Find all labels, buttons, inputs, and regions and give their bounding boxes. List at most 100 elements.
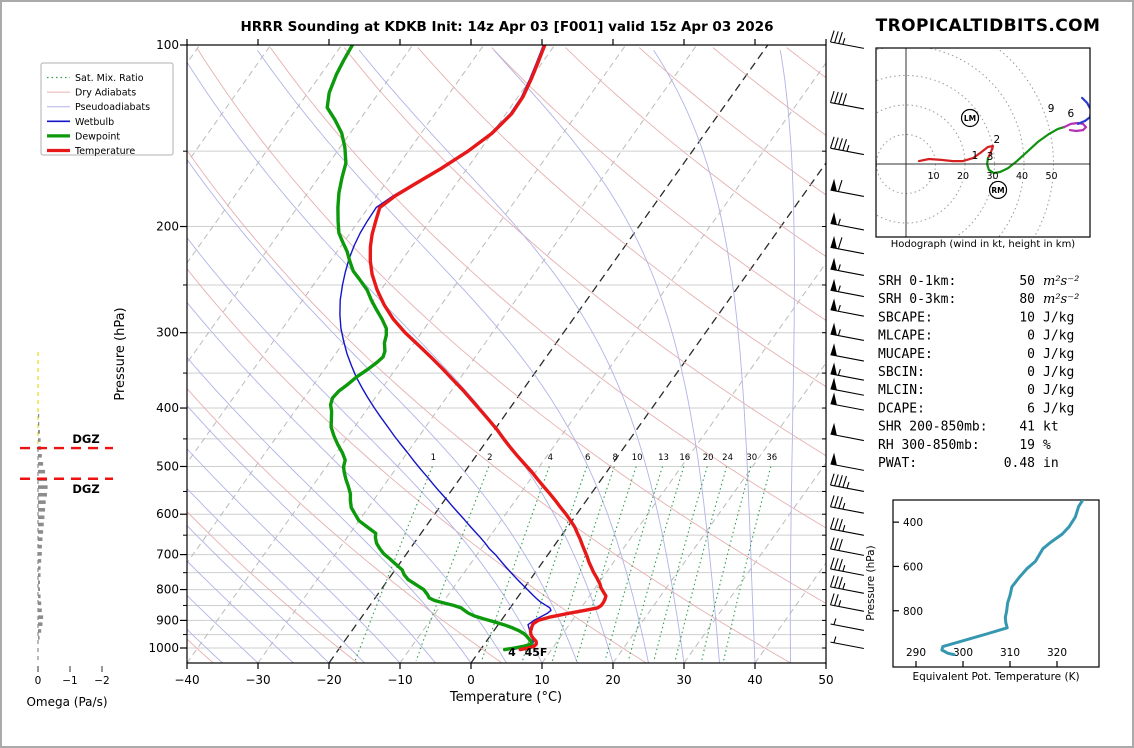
barb-full — [838, 92, 843, 105]
skewt-frame — [186, 44, 827, 664]
hodograph-trace-9-12km — [1076, 96, 1090, 126]
wetbulb-curve — [339, 45, 552, 651]
barb-full — [834, 474, 839, 487]
barb-full — [838, 475, 843, 487]
stat-unit: J/kg — [1043, 365, 1074, 380]
hodo-ring-label: 10 — [927, 171, 939, 182]
barb-full — [834, 538, 839, 550]
barb-pennant — [830, 362, 837, 376]
omega-bar — [38, 422, 40, 426]
barb-pennant — [830, 257, 837, 271]
dry-adiabat-line — [187, 387, 503, 663]
omega-bar — [38, 492, 47, 497]
mixing-ratio-label: 13 — [658, 453, 669, 463]
theta-e-p-tick-label: 400 — [903, 517, 923, 529]
omega-bar — [38, 573, 41, 577]
barb-full — [838, 32, 843, 44]
omega-bar — [38, 530, 44, 534]
omega-bar — [38, 485, 48, 489]
barb-half — [842, 502, 846, 510]
barb-half — [837, 368, 841, 376]
stat-unit: J/kg — [1043, 329, 1074, 344]
mixing-ratio-line — [551, 466, 615, 661]
p-tick-label: 600 — [156, 507, 179, 521]
barb-staff — [830, 41, 864, 49]
hodo-height-label: 6 — [1068, 108, 1075, 120]
stat-label: PWAT: — [878, 456, 917, 471]
barb-full — [834, 496, 839, 508]
p-tick-label: 500 — [156, 459, 179, 473]
mixing-ratio-label: 16 — [679, 453, 690, 463]
mixing-ratio-line — [575, 466, 637, 661]
barb-full — [834, 594, 839, 606]
x-tick-label: −10 — [387, 673, 412, 687]
mixing-ratio-line — [604, 466, 664, 661]
omega-bar — [38, 615, 44, 619]
wind-barb — [829, 473, 864, 493]
x-tick-label: 10 — [534, 673, 549, 687]
dry-adiabat-line — [565, 47, 826, 258]
dry-adiabat-line — [270, 47, 826, 529]
barb-full — [838, 558, 843, 571]
barb-full — [829, 495, 835, 507]
omega-bar — [38, 594, 41, 599]
stat-row: RH 300-850mb: 19% — [878, 438, 1051, 453]
mixing-ratio-label: 8 — [613, 453, 618, 463]
hodo-height-label: 2 — [994, 134, 1001, 146]
stat-label: SBCIN: — [878, 365, 925, 380]
hodo-height-label: 1 — [972, 150, 979, 162]
stat-value: 10 — [1019, 310, 1035, 325]
theta-e-clip — [940, 500, 1085, 657]
dry-adiabat-line — [417, 47, 826, 388]
barb-pennant — [830, 377, 837, 391]
storm-motion-lm-label: LM — [964, 114, 976, 123]
p-tick-label: 200 — [156, 220, 179, 234]
wind-barb — [829, 537, 864, 556]
wind-barb — [830, 343, 864, 362]
isotherm-line — [470, 161, 826, 663]
stat-value: 80 — [1019, 292, 1035, 307]
theta-e-p-tick-label: 800 — [903, 606, 923, 618]
omega-bar — [38, 601, 42, 606]
barb-full — [842, 475, 847, 488]
omega-bar — [38, 537, 43, 541]
isotherm-line — [257, 45, 698, 663]
p-tick-label: 400 — [156, 401, 179, 415]
wind-barb — [830, 452, 864, 471]
legend: Sat. Mix. Ratio Dry Adiabats Pseudoadiabat… — [40, 62, 174, 157]
barb-staff — [830, 623, 864, 631]
theta-e-x-tick-label: 310 — [1000, 647, 1020, 659]
barb-pennant — [830, 212, 837, 225]
dry-adiabat-line — [638, 47, 826, 196]
pseudoadiabat-line — [653, 49, 756, 663]
p-tick-label: 100 — [156, 38, 179, 52]
barb-half — [846, 481, 850, 489]
barb-staff — [830, 528, 864, 536]
hodograph-trace-0-3km — [917, 144, 995, 163]
pseudoadiabat-line — [825, 639, 826, 663]
watermark: TROPICALTIDBITS.COM — [876, 16, 1101, 36]
hodograph-frame — [875, 47, 1091, 238]
barb-pennant — [830, 235, 837, 249]
theta-e-x-tick-label: 320 — [1047, 647, 1067, 659]
dewpoint-curve — [325, 45, 533, 652]
stat-label: SHR 200-850mb: — [878, 420, 988, 435]
stat-unit: m²s⁻² — [1043, 274, 1079, 289]
stat-row: SBCIN: 0 J/kg — [878, 365, 1074, 380]
barb-pennant — [830, 298, 837, 311]
barb-half — [842, 38, 846, 45]
omega-axis-label: Omega (Pa/s) — [26, 695, 107, 709]
barb-full — [834, 558, 839, 570]
p-tick-label: 700 — [156, 548, 179, 562]
barb-pennant — [830, 178, 837, 192]
barb-staff — [830, 354, 864, 362]
barb-full — [829, 557, 835, 570]
pseudoadiabat-line — [187, 301, 507, 663]
stat-label: SBCAPE: — [878, 310, 933, 325]
stat-label: DCAPE: — [878, 401, 925, 416]
barb-staff — [830, 333, 864, 341]
wind-barb — [830, 235, 864, 255]
barb-half — [833, 636, 837, 643]
barb-full — [834, 91, 839, 104]
